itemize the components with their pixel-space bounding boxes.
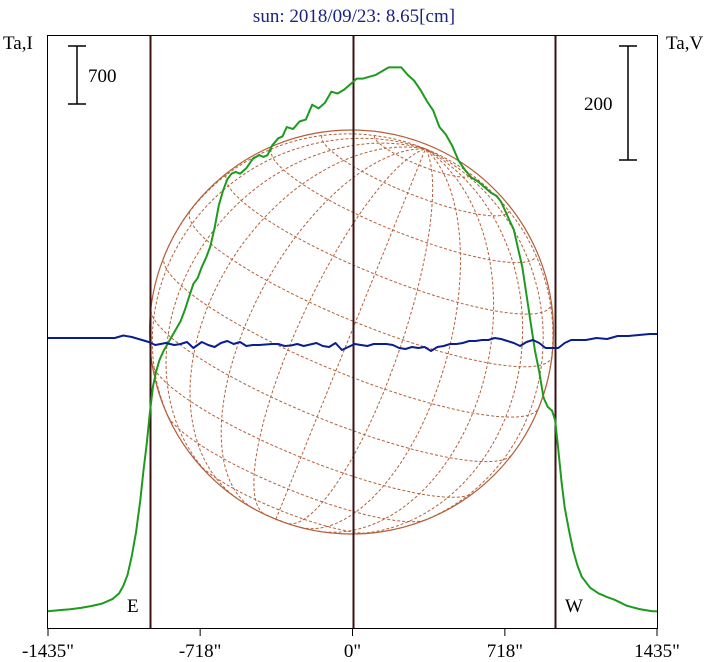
x-tick-label: -1435": [22, 641, 74, 662]
sun-longitude-line: [253, 148, 426, 514]
left-scale-bar: [68, 45, 86, 105]
sun-latitude-line: [270, 148, 537, 264]
x-axis: -1435" -718" 0" 718" 1435": [22, 628, 680, 662]
sun-latitude-line: [225, 174, 552, 315]
sun-disk: [148, 129, 555, 535]
sun-longitude-line: [151, 137, 426, 427]
sun-longitude-line: [346, 148, 524, 535]
scan-curves: [47, 66, 658, 613]
polarization-curve: [48, 333, 657, 352]
sun-longitude-line: [300, 148, 462, 530]
x-tick-label: -718": [179, 641, 222, 662]
east-limb-label: E: [127, 596, 139, 617]
sun-longitude-line: [275, 148, 426, 520]
sun-latitude-line: [151, 363, 473, 498]
sun-longitude-line: [189, 146, 426, 499]
west-limb-label: W: [565, 596, 583, 617]
x-tick-label: 718": [487, 641, 523, 662]
sun-longitude-line: [165, 142, 426, 481]
right-scale-bar: [619, 45, 637, 161]
left-scale-value: 700: [88, 66, 117, 87]
x-tick-label: 1435": [634, 641, 680, 662]
sun-longitude-line: [318, 148, 495, 533]
right-axis-label: Ta,V: [666, 33, 703, 54]
limb-lines: [149, 36, 557, 628]
sun-longitude-line: [414, 148, 544, 525]
sun-longitude-line: [288, 148, 434, 525]
sun-latitude-line: [167, 416, 425, 523]
x-tick-label: 0": [344, 641, 361, 662]
sun-latitude-line: [150, 310, 511, 463]
sun-longitude-line: [220, 148, 426, 509]
right-scale-value: 200: [584, 94, 613, 115]
chart-title: sun: 2018/09/23: 8.65[cm]: [253, 6, 455, 27]
intensity-curve: [47, 66, 658, 613]
sun-longitude-line: [425, 148, 554, 408]
left-axis-label: Ta,I: [3, 33, 33, 54]
